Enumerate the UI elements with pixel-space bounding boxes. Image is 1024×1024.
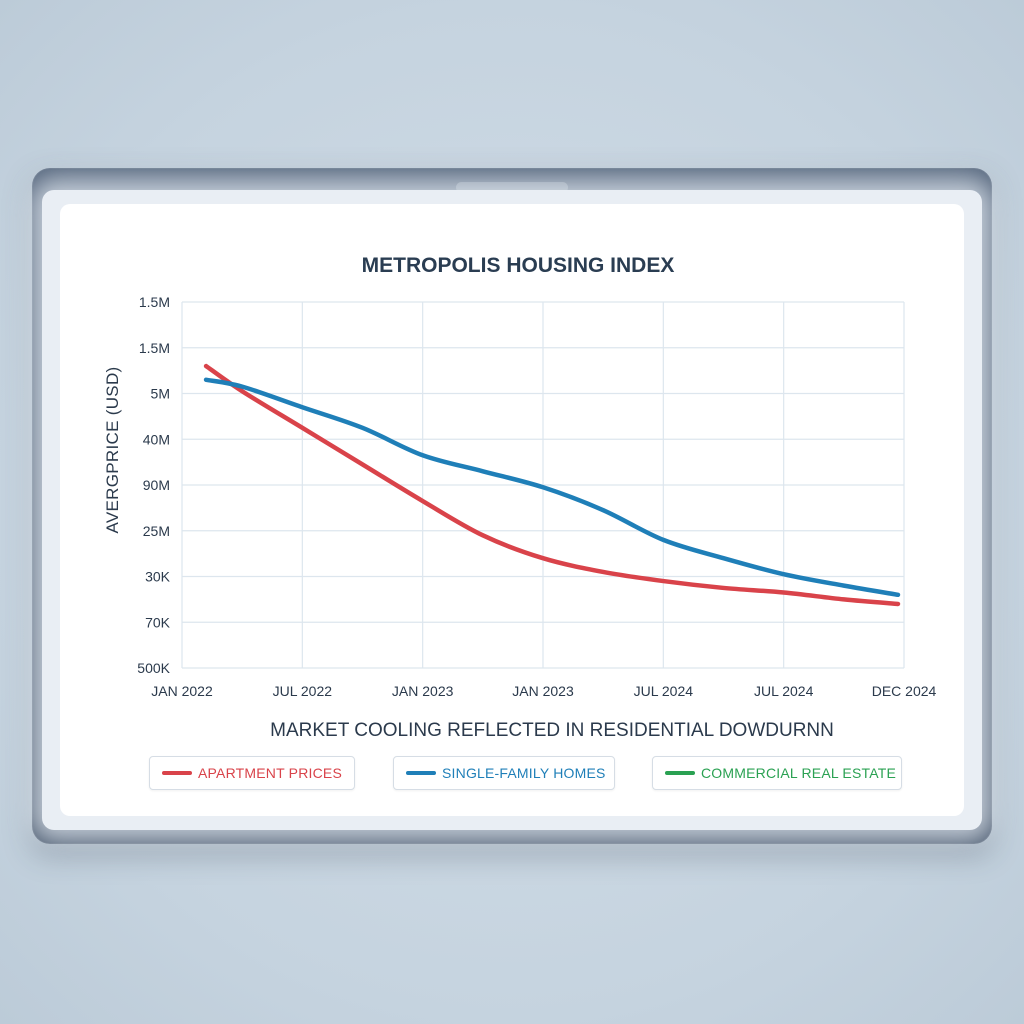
x-tick-label: DEC 2024 bbox=[872, 683, 937, 699]
y-tick-label: 5M bbox=[151, 386, 170, 402]
chart-grid bbox=[181, 301, 905, 669]
monitor-notch bbox=[456, 182, 568, 193]
y-tick-label: 1.5M bbox=[139, 340, 170, 356]
x-tick-label: JAN 2022 bbox=[151, 683, 213, 699]
y-tick-label: 500K bbox=[137, 660, 170, 676]
chart-series bbox=[203, 363, 901, 607]
x-tick-label: JAN 2023 bbox=[512, 683, 574, 699]
legend-label-single-family: SINGLE-FAMILY HOMES bbox=[442, 765, 606, 781]
legend-item-commercial-real-estate[interactable]: COMMERCIAL REAL ESTATE bbox=[652, 756, 902, 790]
chart-caption: MARKET COOLING REFLECTED IN RESIDENTIAL … bbox=[270, 720, 834, 741]
x-tick-label: JUL 2024 bbox=[634, 683, 694, 699]
legend-swatch-single-family bbox=[406, 771, 436, 775]
y-tick-label: 30K bbox=[145, 569, 171, 585]
series-line-single-family-homes bbox=[203, 377, 901, 598]
legend-label-apartment: APARTMENT PRICES bbox=[198, 765, 343, 781]
y-tick-label: 1.5M bbox=[139, 294, 170, 310]
x-tick-label: JUL 2024 bbox=[754, 683, 814, 699]
y-tick-label: 90M bbox=[143, 477, 170, 493]
y-tick-label: 25M bbox=[143, 523, 170, 539]
y-axis-label: AVERGPRICE (USD) bbox=[103, 367, 122, 534]
chart-screen: METROPOLIS HOUSING INDEX 1.5M 1.5M 5M 40M 90… bbox=[60, 204, 964, 816]
chart-title: METROPOLIS HOUSING INDEX bbox=[362, 254, 675, 277]
legend-label-commercial: COMMERCIAL REAL ESTATE bbox=[701, 765, 896, 781]
line-chart: METROPOLIS HOUSING INDEX 1.5M 1.5M 5M 40M 90… bbox=[103, 254, 937, 741]
x-axis-ticks: JAN 2022 JUL 2022 JAN 2023 JAN 2023 JUL 2024… bbox=[151, 683, 936, 699]
chart-legend: APARTMENT PRICES SINGLE-FAMILY HOMES COM… bbox=[60, 756, 964, 794]
x-tick-label: JAN 2023 bbox=[392, 683, 454, 699]
y-tick-label: 70K bbox=[145, 614, 171, 630]
legend-swatch-commercial bbox=[665, 771, 695, 775]
legend-swatch-apartment bbox=[162, 771, 192, 775]
x-tick-label: JUL 2022 bbox=[273, 683, 333, 699]
y-axis-ticks: 1.5M 1.5M 5M 40M 90M 25M 30K 70K 500K bbox=[137, 294, 170, 676]
legend-item-single-family-homes[interactable]: SINGLE-FAMILY HOMES bbox=[393, 756, 615, 790]
monitor-frame: METROPOLIS HOUSING INDEX 1.5M 1.5M 5M 40M 90… bbox=[32, 168, 992, 844]
y-tick-label: 40M bbox=[143, 431, 170, 447]
series-line-apartment-prices bbox=[203, 363, 901, 607]
legend-item-apartment-prices[interactable]: APARTMENT PRICES bbox=[149, 756, 355, 790]
